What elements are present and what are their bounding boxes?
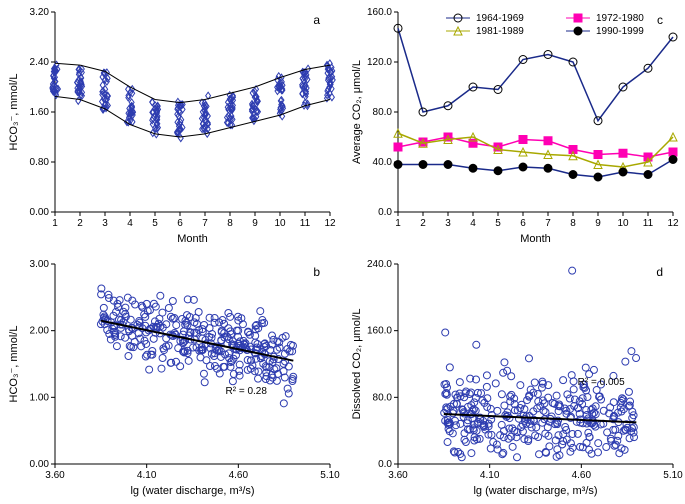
svg-text:4.10: 4.10 xyxy=(479,470,499,481)
svg-text:0.0: 0.0 xyxy=(378,459,392,470)
svg-text:c: c xyxy=(657,13,663,27)
svg-text:160.0: 160.0 xyxy=(366,326,391,337)
svg-text:4.60: 4.60 xyxy=(571,470,591,481)
svg-text:7: 7 xyxy=(545,218,551,229)
svg-text:6: 6 xyxy=(520,218,526,229)
svg-text:5.10: 5.10 xyxy=(663,470,683,481)
svg-text:1981-1989: 1981-1989 xyxy=(476,26,524,37)
svg-text:4: 4 xyxy=(127,218,133,229)
svg-text:1: 1 xyxy=(395,218,401,229)
svg-text:lg (water discharge, m³/s): lg (water discharge, m³/s) xyxy=(130,485,254,497)
svg-text:Dissolved CO₂, μmol/L: Dissolved CO₂, μmol/L xyxy=(351,309,363,420)
svg-text:d: d xyxy=(656,265,663,279)
svg-text:8: 8 xyxy=(570,218,576,229)
svg-text:80.0: 80.0 xyxy=(372,392,392,403)
svg-text:R² = 0.28: R² = 0.28 xyxy=(226,386,268,397)
svg-text:8: 8 xyxy=(227,218,233,229)
svg-text:5: 5 xyxy=(495,218,501,229)
svg-text:80.0: 80.0 xyxy=(372,107,392,118)
panel-d: 3.60 4.10 4.60 5.10 0.0 80.0 160.0 240.0 lg (wat… xyxy=(343,252,685,504)
svg-text:1.00: 1.00 xyxy=(30,392,50,403)
svg-text:3: 3 xyxy=(445,218,451,229)
svg-text:Month: Month xyxy=(520,233,551,245)
svg-text:5.10: 5.10 xyxy=(320,470,340,481)
svg-text:a: a xyxy=(313,13,320,27)
svg-text:12: 12 xyxy=(667,218,679,229)
svg-text:11: 11 xyxy=(642,218,653,229)
svg-text:1.60: 1.60 xyxy=(30,107,50,118)
svg-text:2: 2 xyxy=(420,218,426,229)
svg-text:Month: Month xyxy=(177,233,208,245)
svg-text:1990-1999: 1990-1999 xyxy=(596,26,644,37)
svg-text:Average CO₂, μmol/L: Average CO₂, μmol/L xyxy=(351,60,363,164)
svg-text:1: 1 xyxy=(52,218,58,229)
svg-text:4.10: 4.10 xyxy=(137,470,157,481)
svg-text:2: 2 xyxy=(77,218,83,229)
svg-text:3.20: 3.20 xyxy=(30,7,50,18)
svg-text:3: 3 xyxy=(102,218,108,229)
svg-text:2.40: 2.40 xyxy=(30,57,50,68)
svg-text:11: 11 xyxy=(300,218,311,229)
svg-text:12: 12 xyxy=(324,218,336,229)
svg-text:R² = 0.005: R² = 0.005 xyxy=(577,377,624,388)
svg-text:HCO₃⁻, mmol/L: HCO₃⁻, mmol/L xyxy=(8,74,20,151)
panel-a: 1234567891011120.000.801.602.403.20Month… xyxy=(0,0,343,252)
svg-text:3.60: 3.60 xyxy=(388,470,408,481)
svg-text:10: 10 xyxy=(274,218,286,229)
svg-text:HCO₃⁻, mmol/L: HCO₃⁻, mmol/L xyxy=(8,326,20,403)
svg-text:5: 5 xyxy=(152,218,158,229)
svg-text:1964-1969: 1964-1969 xyxy=(476,13,524,24)
svg-text:4: 4 xyxy=(470,218,476,229)
svg-text:3.60: 3.60 xyxy=(45,470,65,481)
svg-text:1972-1980: 1972-1980 xyxy=(596,13,644,24)
svg-text:40.0: 40.0 xyxy=(372,157,392,168)
svg-text:0.00: 0.00 xyxy=(30,459,50,470)
svg-text:3.00: 3.00 xyxy=(30,259,50,270)
svg-text:lg (water discharge, m³/s): lg (water discharge, m³/s) xyxy=(473,485,597,497)
panel-b: 3.60 4.10 4.60 5.10 0.00 1.00 2.00 3.00 lg (wate… xyxy=(0,252,343,504)
svg-text:120.0: 120.0 xyxy=(366,57,391,68)
svg-text:0.00: 0.00 xyxy=(30,207,50,218)
svg-text:4.60: 4.60 xyxy=(229,470,249,481)
chart-grid: 1234567891011120.000.801.602.403.20Month… xyxy=(0,0,685,504)
svg-text:2.00: 2.00 xyxy=(30,326,50,337)
svg-text:10: 10 xyxy=(617,218,629,229)
panel-c: 1234567891011120.040.080.0120.0160.0Mont… xyxy=(343,0,685,252)
svg-text:9: 9 xyxy=(252,218,258,229)
svg-text:6: 6 xyxy=(177,218,183,229)
svg-text:b: b xyxy=(313,265,320,279)
svg-text:0.80: 0.80 xyxy=(30,157,50,168)
svg-text:160.0: 160.0 xyxy=(366,7,391,18)
svg-text:7: 7 xyxy=(202,218,208,229)
svg-text:240.0: 240.0 xyxy=(366,259,391,270)
svg-text:9: 9 xyxy=(595,218,601,229)
svg-text:0.0: 0.0 xyxy=(378,207,392,218)
